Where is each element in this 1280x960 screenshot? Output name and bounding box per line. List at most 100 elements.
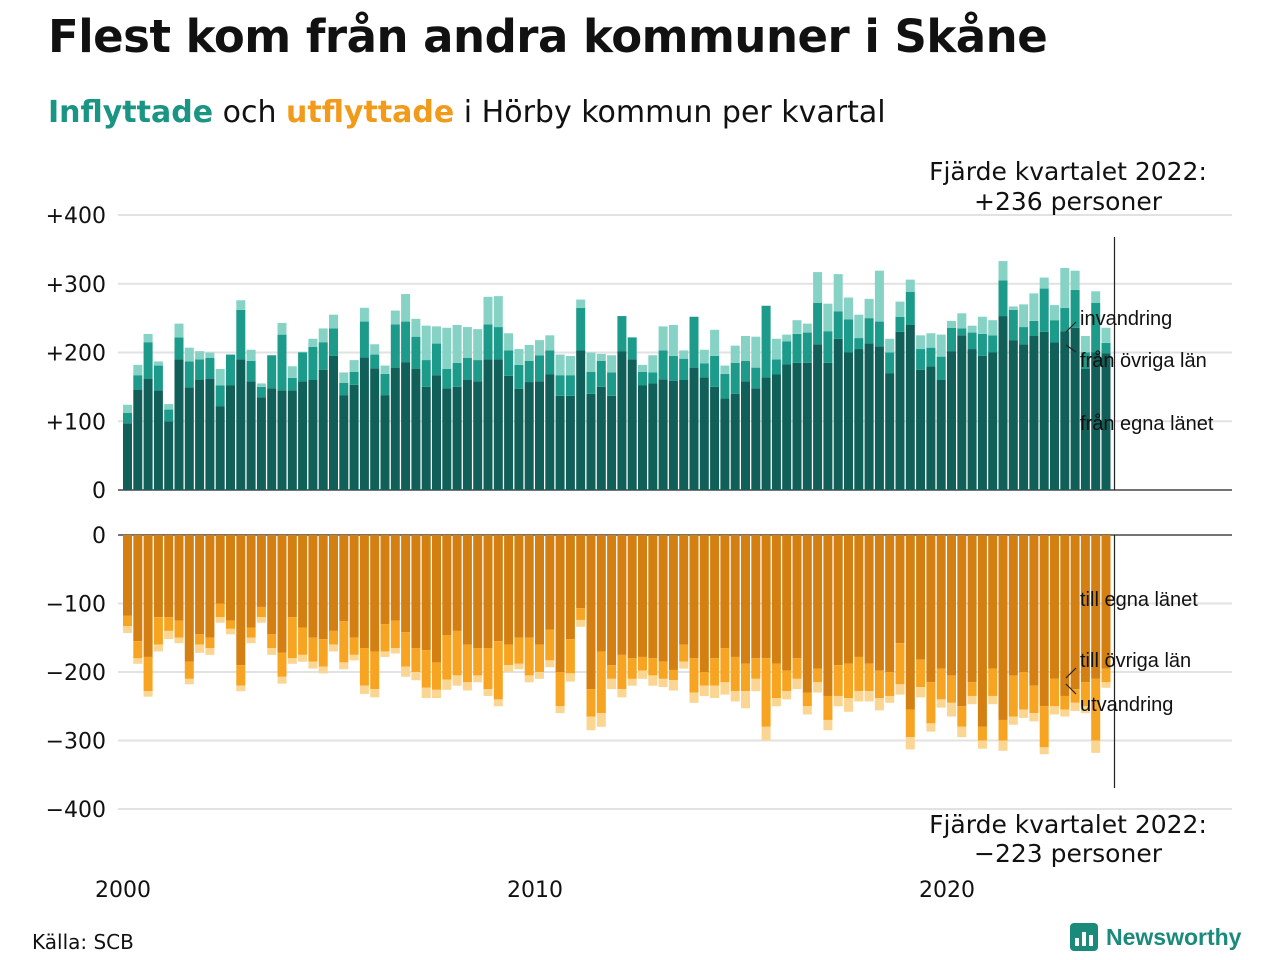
invandring-connector — [1065, 321, 1077, 333]
bar-in-2 — [1080, 336, 1090, 353]
bar-out-1 — [205, 637, 215, 649]
bar-in-0 — [771, 374, 781, 490]
bar-in-1 — [1101, 342, 1111, 354]
bar-out-0 — [411, 535, 421, 649]
bar-in-2 — [1029, 293, 1039, 321]
bar-in-1 — [668, 355, 678, 381]
bar-in-0 — [535, 381, 544, 490]
bar-out-1 — [308, 637, 318, 662]
bar-in-1 — [771, 359, 781, 375]
bar-in-1 — [751, 367, 761, 389]
bar-in-1 — [123, 413, 132, 424]
bar-out-1 — [648, 658, 658, 676]
bar-in-2 — [442, 327, 452, 369]
bar-in-1 — [854, 338, 864, 350]
bar-out-2 — [153, 644, 163, 652]
bar-in-2 — [359, 307, 369, 322]
top-y-tick-label: +400 — [46, 204, 106, 229]
top-series-label: från övriga län — [1080, 350, 1207, 372]
bar-out-2 — [215, 617, 225, 623]
bar-out-1 — [545, 629, 555, 661]
top-y-tick-label: +300 — [46, 273, 106, 298]
bar-out-1 — [905, 709, 915, 738]
bar-in-2 — [648, 355, 658, 373]
bar-out-1 — [380, 624, 390, 652]
bar-in-2 — [1019, 304, 1029, 328]
bar-in-1 — [215, 385, 225, 407]
bar-in-1 — [648, 372, 658, 384]
bar-in-0 — [195, 380, 205, 490]
bottom-y-tick-label: −400 — [46, 798, 106, 823]
bar-out-0 — [1008, 535, 1018, 676]
bar-in-1 — [298, 352, 308, 382]
bar-out-2 — [277, 676, 287, 684]
bar-in-0 — [885, 373, 895, 490]
bar-out-1 — [710, 658, 720, 686]
bar-out-2 — [699, 685, 709, 696]
bar-in-0 — [370, 368, 380, 490]
bar-in-0 — [895, 331, 905, 490]
subtitle-out-word: utflyttade — [286, 95, 455, 130]
newsworthy-logo-icon — [1070, 923, 1098, 951]
bar-in-1 — [977, 333, 987, 356]
bar-out-1 — [813, 668, 823, 683]
bar-in-2 — [885, 338, 895, 353]
bar-out-0 — [1080, 535, 1090, 683]
bar-out-2 — [947, 702, 956, 717]
bar-in-1 — [792, 333, 802, 363]
bar-in-1 — [421, 360, 431, 387]
bar-in-0 — [741, 381, 750, 490]
bar-out-2 — [1019, 709, 1029, 718]
bar-out-0 — [658, 535, 668, 662]
bar-in-0 — [267, 388, 277, 490]
bar-out-0 — [226, 535, 235, 621]
bar-out-1 — [298, 627, 308, 655]
bar-out-2 — [648, 675, 658, 686]
bar-in-0 — [864, 343, 874, 490]
bar-out-1 — [1101, 668, 1111, 683]
bar-out-2 — [576, 619, 586, 627]
bar-out-0 — [483, 535, 493, 649]
bar-out-2 — [483, 689, 493, 696]
bar-in-1 — [957, 328, 967, 336]
bar-out-1 — [164, 617, 174, 631]
bar-in-0 — [462, 380, 472, 490]
bar-out-2 — [493, 699, 503, 707]
bar-in-2 — [370, 344, 380, 355]
bottom-y-tick-label: −200 — [46, 661, 106, 686]
bar-out-2 — [421, 687, 431, 699]
bar-out-0 — [277, 535, 287, 653]
bar-in-0 — [947, 351, 956, 490]
bar-out-1 — [1050, 678, 1059, 707]
bar-out-2 — [359, 685, 369, 694]
bar-out-0 — [1091, 535, 1101, 679]
bar-out-2 — [1070, 702, 1080, 712]
bar-in-0 — [308, 380, 318, 490]
bar-out-2 — [668, 680, 678, 691]
source-note: Källa: SCB — [32, 930, 134, 954]
bar-in-0 — [802, 362, 812, 490]
bar-in-2 — [638, 364, 647, 372]
subtitle-and-word: och — [213, 95, 286, 130]
bar-in-2 — [524, 344, 534, 361]
bar-in-1 — [411, 336, 421, 369]
bar-in-1 — [483, 324, 493, 360]
bar-in-0 — [679, 380, 689, 490]
bar-in-1 — [164, 409, 174, 422]
bar-in-0 — [823, 362, 833, 490]
bar-out-1 — [947, 675, 956, 703]
bar-in-2 — [545, 335, 555, 351]
top-y-tick-label: +200 — [46, 342, 106, 367]
bar-in-2 — [504, 333, 514, 351]
bar-in-2 — [535, 340, 544, 356]
bar-in-0 — [184, 387, 194, 490]
bar-in-0 — [844, 352, 853, 490]
bar-out-1 — [658, 661, 668, 679]
bar-in-1 — [339, 382, 349, 396]
bar-in-2 — [864, 298, 874, 319]
bar-in-0 — [1101, 353, 1111, 490]
bar-out-0 — [535, 535, 544, 645]
bar-out-0 — [864, 535, 874, 664]
bar-out-2 — [638, 670, 647, 679]
bar-in-2 — [720, 365, 730, 374]
